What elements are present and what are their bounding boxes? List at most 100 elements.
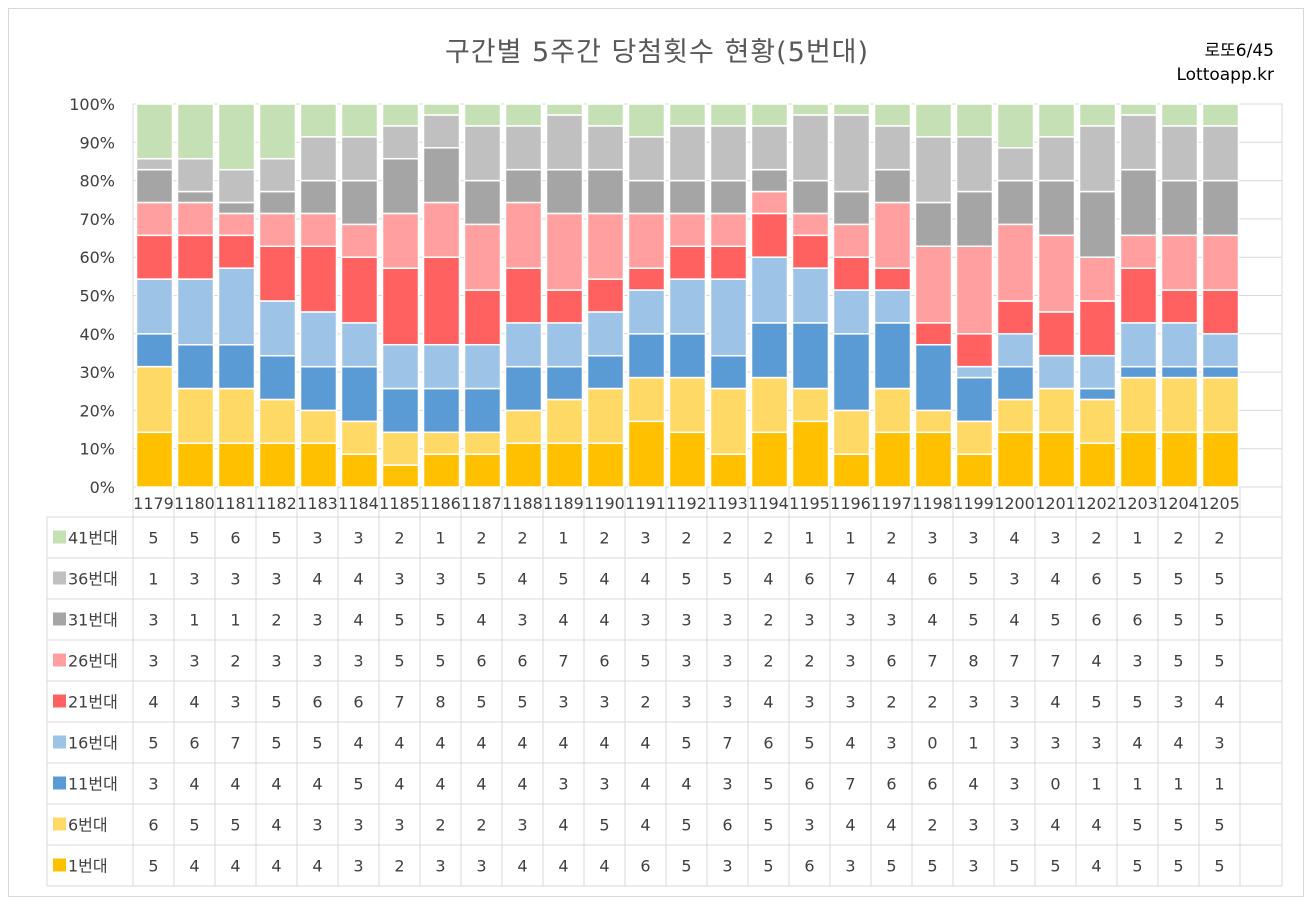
data-value: 3	[558, 693, 568, 712]
bar-segment	[340, 365, 379, 423]
x-tick-label: 1198	[912, 494, 953, 513]
data-value: 5	[1173, 570, 1183, 589]
bar-segment	[340, 420, 379, 455]
data-value: 7	[927, 652, 937, 671]
bar-segment	[996, 398, 1035, 434]
data-value: 1	[1091, 775, 1101, 794]
bar-segment	[750, 103, 789, 127]
bar-segment	[135, 157, 174, 171]
data-value: 5	[927, 857, 937, 876]
data-value: 2	[763, 529, 773, 548]
data-value: 7	[1050, 652, 1060, 671]
data-value: 6	[804, 775, 814, 794]
bar-segment	[217, 442, 256, 488]
data-value: 1	[1132, 775, 1142, 794]
data-value: 4	[927, 611, 937, 630]
bar-segment	[1119, 234, 1158, 269]
bar-segment	[832, 256, 871, 291]
legend-swatch	[53, 858, 66, 872]
bars	[135, 103, 1240, 488]
data-value: 5	[1214, 611, 1224, 630]
bar-segment	[340, 256, 379, 324]
bar-segment	[1119, 365, 1158, 379]
bar-segment	[504, 267, 543, 324]
data-value: 3	[886, 611, 896, 630]
bar-segment	[299, 136, 338, 182]
bar-segment	[422, 114, 461, 149]
data-value: 4	[517, 734, 527, 753]
data-value: 5	[1050, 857, 1060, 876]
legend-swatch	[53, 817, 66, 831]
bar-segment	[791, 179, 830, 215]
bar-segment	[299, 212, 338, 248]
bar-segment	[381, 212, 420, 269]
bar-segment	[381, 387, 420, 434]
bar-segment	[422, 343, 461, 390]
data-value: 5	[804, 734, 814, 753]
bar-segment	[545, 212, 584, 291]
data-value: 6	[640, 857, 650, 876]
data-value: 1	[845, 529, 855, 548]
data-value: 6	[517, 652, 527, 671]
bar-segment	[709, 354, 748, 390]
x-tick-label: 1190	[584, 494, 625, 513]
bar-segment	[668, 103, 707, 127]
data-value: 2	[804, 652, 814, 671]
bar-segment	[340, 322, 379, 368]
bar-segment	[996, 365, 1035, 401]
bar-segment	[668, 333, 707, 379]
bar-segment	[258, 245, 297, 302]
bar-segment	[791, 387, 830, 423]
data-value: 1	[189, 611, 199, 630]
data-value: 3	[148, 775, 158, 794]
bar-segment	[1119, 376, 1158, 434]
data-value: 7	[230, 734, 240, 753]
bar-segment	[832, 333, 871, 412]
bar-segment	[709, 212, 748, 248]
bar-segment	[545, 322, 584, 368]
bar-segment	[1078, 256, 1117, 302]
bar-segment	[135, 365, 174, 434]
bar-segment	[873, 267, 912, 291]
y-tick-label: 60%	[79, 248, 115, 267]
data-value: 4	[1050, 693, 1060, 712]
data-value: 5	[1214, 652, 1224, 671]
y-tick-label: 10%	[79, 440, 115, 459]
data-value: 3	[640, 529, 650, 548]
bar-segment	[791, 420, 830, 488]
data-value: 4	[640, 816, 650, 835]
bar-segment	[340, 103, 379, 138]
bar-segment	[832, 453, 871, 488]
data-value: 1	[1132, 529, 1142, 548]
data-value: 6	[722, 816, 732, 835]
data-value: 3	[1009, 693, 1019, 712]
brand-site: Lottoapp.kr	[1176, 65, 1274, 85]
data-value: 4	[640, 570, 650, 589]
data-value: 3	[845, 611, 855, 630]
bar-segment	[709, 125, 748, 182]
chart-frame	[8, 8, 1304, 897]
data-value: 6	[1091, 570, 1101, 589]
bar-segment	[955, 376, 994, 423]
legend-swatch	[53, 571, 66, 585]
bar-segment	[914, 431, 953, 488]
data-value: 4	[148, 693, 158, 712]
bar-segment	[832, 114, 871, 193]
bar-segment	[381, 103, 420, 127]
data-value: 3	[722, 652, 732, 671]
bar-segment	[1160, 289, 1199, 324]
data-value: 4	[1091, 816, 1101, 835]
bar-segment	[750, 431, 789, 488]
bar-segment	[422, 103, 461, 116]
data-value: 6	[599, 652, 609, 671]
data-value: 4	[189, 693, 199, 712]
data-value: 3	[804, 611, 814, 630]
y-axis: 0% 10% 20% 30% 40% 50% 60% 70% 80% 90% 100%	[69, 95, 115, 497]
y-tick-label: 0%	[90, 478, 115, 497]
data-value: 4	[230, 775, 240, 794]
bar-segment	[873, 125, 912, 171]
data-value: 1	[1214, 775, 1224, 794]
bar-segment	[463, 387, 502, 434]
bar-segment	[135, 201, 174, 237]
data-value: 4	[681, 775, 691, 794]
